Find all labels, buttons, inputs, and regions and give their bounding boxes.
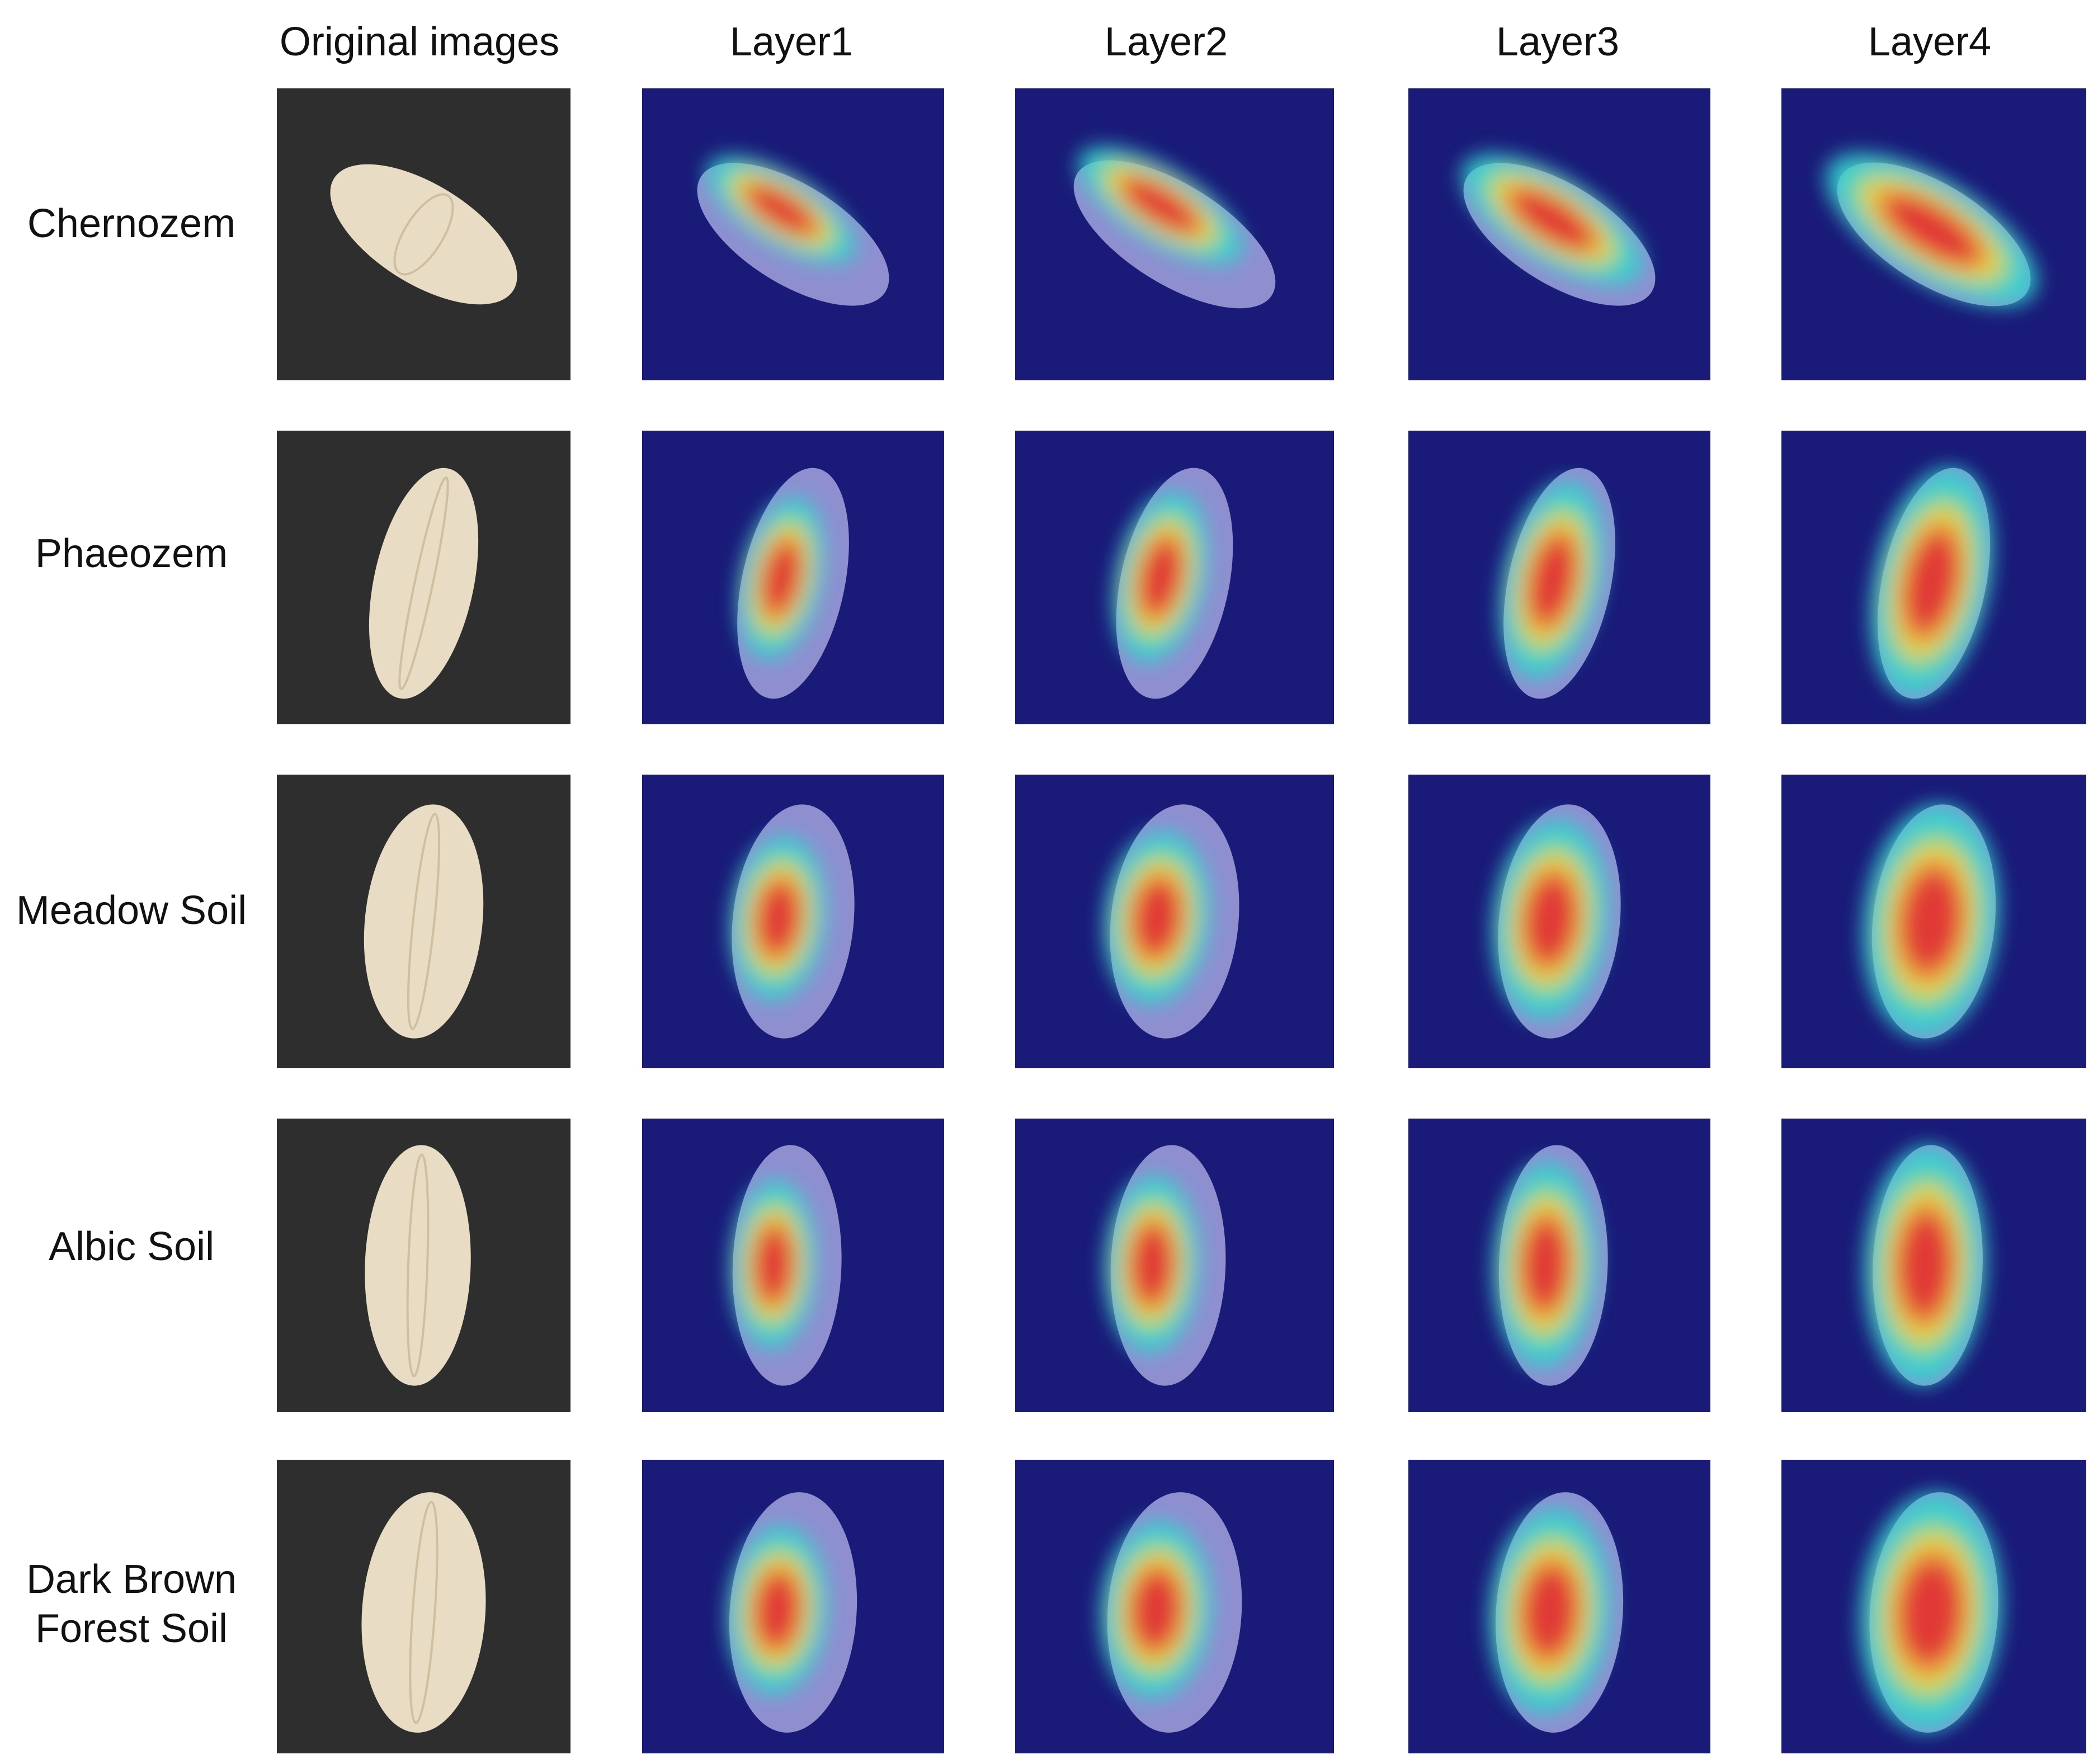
- heatmap-tile: [1015, 1119, 1334, 1412]
- rice-grain: [365, 1145, 471, 1386]
- heatmap-tile: [1408, 775, 1710, 1068]
- grad-cam-heatmap: [1408, 1460, 1710, 1753]
- heatmap-tile: [1408, 1119, 1710, 1412]
- heatmap-tile: [1781, 88, 2086, 380]
- rice-grain-photo: [277, 775, 571, 1068]
- grad-cam-heatmap: [642, 1119, 944, 1412]
- heatmap-tile: [1408, 431, 1710, 724]
- heatmap-tile: [1408, 1460, 1710, 1753]
- column-header-layer2: Layer2: [1104, 20, 1228, 64]
- rice-grain-photo: [277, 1119, 571, 1412]
- activation-region: [1461, 154, 1643, 285]
- row-label-line-1: Dark Brown: [26, 1557, 237, 1602]
- heatmap-tile: [1781, 431, 2086, 724]
- grad-cam-heatmap: [1408, 431, 1710, 724]
- grad-cam-heatmap: [1015, 1460, 1334, 1753]
- original-image-tile: [277, 431, 571, 724]
- grad-cam-heatmap: [642, 775, 944, 1068]
- heatmap-tile: [642, 1460, 944, 1753]
- activation-region: [1500, 481, 1605, 679]
- activation-region: [1493, 1162, 1597, 1368]
- activation-region: [728, 1526, 827, 1695]
- activation-region: [1078, 147, 1243, 265]
- activation-region: [1492, 819, 1609, 1020]
- heatmap-tile: [642, 431, 944, 724]
- row-label-phaeozem: Phaeozem: [35, 531, 228, 576]
- activation-region: [1104, 831, 1210, 1004]
- activation-region: [1489, 1508, 1611, 1714]
- heatmap-tile: [1781, 775, 2086, 1068]
- grad-cam-heatmap: [1781, 775, 2086, 1068]
- grad-cam-heatmap: [642, 88, 944, 380]
- activation-region: [1114, 492, 1208, 663]
- activation-region: [1870, 468, 1992, 697]
- activation-region: [1864, 1146, 1986, 1385]
- heatmap-tile: [1781, 1460, 2086, 1753]
- heatmap-tile: [642, 88, 944, 380]
- row-label-albic-soil: Albic Soil: [48, 1224, 215, 1269]
- grad-cam-heatmap: [1408, 88, 1710, 380]
- row-label-chernozem: Chernozem: [27, 201, 236, 246]
- column-header-layer4: Layer4: [1868, 20, 1992, 64]
- rice-grain-photo: [277, 431, 571, 724]
- original-image-tile: [277, 1119, 571, 1412]
- grad-cam-heatmap: [642, 431, 944, 724]
- heatmap-tile: [1015, 88, 1334, 380]
- heatmap-tile: [642, 775, 944, 1068]
- activation-region: [731, 1180, 816, 1349]
- grad-cam-heatmap: [1781, 431, 2086, 724]
- grad-cam-heatmap: [1408, 775, 1710, 1068]
- activation-region: [706, 156, 856, 264]
- activation-region: [1101, 1521, 1211, 1699]
- grad-cam-heatmap: [1015, 1119, 1334, 1412]
- heatmap-tile: [1781, 1119, 2086, 1412]
- heatmap-tile: [642, 1119, 944, 1412]
- grad-cam-heatmap: [642, 1460, 944, 1753]
- row-label-meadow-soil: Meadow Soil: [16, 888, 247, 933]
- grad-cam-heatmap: [1408, 1119, 1710, 1412]
- heatmap-tile: [1015, 775, 1334, 1068]
- rice-grain-photo: [277, 1460, 571, 1753]
- grad-cam-heatmap: [1015, 775, 1334, 1068]
- activation-region: [1826, 153, 2038, 306]
- activation-region: [730, 836, 826, 1001]
- column-header-original: Original images: [279, 20, 560, 64]
- activation-region: [1105, 1175, 1200, 1353]
- row-label-dark-brown-forest-soil: Dark Brown Forest Soil: [0, 1555, 263, 1653]
- rice-grain-photo: [277, 88, 571, 380]
- grad-cam-heatmap: [1015, 431, 1334, 724]
- original-image-tile: [277, 88, 571, 380]
- rice-grain: [369, 468, 479, 699]
- grad-cam-heatmap: [1781, 88, 2086, 380]
- heatmap-tile: [1015, 431, 1334, 724]
- original-image-tile: [277, 1460, 571, 1753]
- rice-grain: [330, 164, 517, 305]
- rice-grain: [364, 804, 484, 1039]
- column-header-layer1: Layer1: [729, 20, 854, 64]
- original-image-tile: [277, 775, 571, 1068]
- row-label-line-2: Forest Soil: [35, 1606, 228, 1651]
- heatmap-tile: [1408, 88, 1710, 380]
- grad-cam-heatmap: [1781, 1119, 2086, 1412]
- grad-cam-heatmap: [1781, 1460, 2086, 1753]
- heatmap-tile: [1015, 1460, 1334, 1753]
- activation-region: [1860, 1493, 2002, 1731]
- column-header-layer3: Layer3: [1496, 20, 1620, 64]
- activation-region: [738, 497, 824, 659]
- activation-region: [1863, 805, 1999, 1037]
- rice-grain: [361, 1492, 486, 1733]
- grad-cam-heatmap: [1015, 88, 1334, 380]
